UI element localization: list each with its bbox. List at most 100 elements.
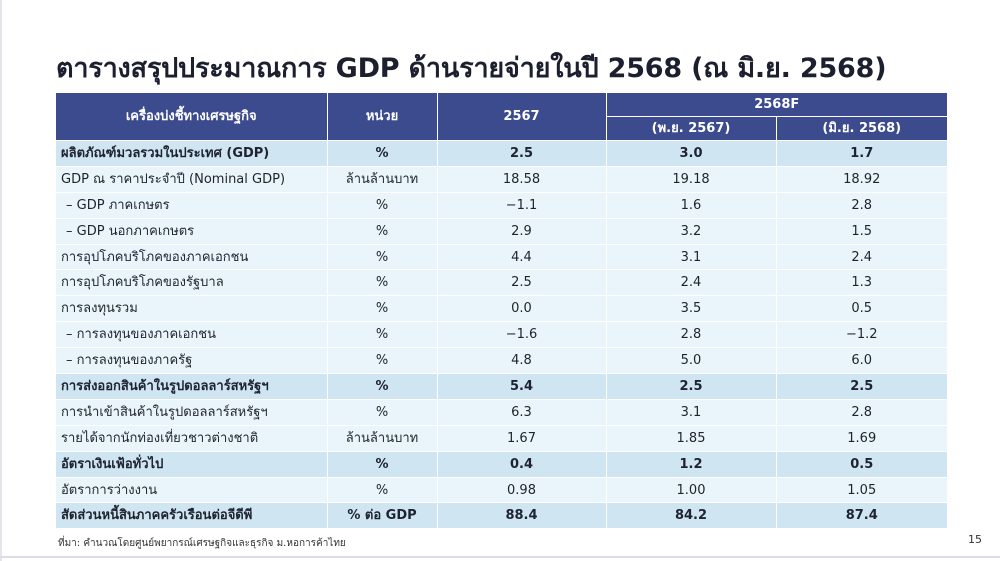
row-value-2567: 88.4 [437,502,607,530]
table-row: – GDP นอกภาคเกษตร% 2.9 3.2 1.5 [56,218,947,245]
row-label: การอุปโภคบริโภคของภาคเอกชน [56,244,328,271]
row-value-forecast-jun: 2.4 [776,244,947,271]
row-value-forecast-nov: 2.4 [606,269,777,297]
row-value-forecast-nov: 1.6 [606,192,777,219]
row-unit: % [327,347,438,375]
row-value-forecast-jun: 1.3 [776,269,947,297]
header-2568f: 2568F [606,93,947,117]
row-value-forecast-jun: 1.5 [776,218,947,245]
row-label: – GDP นอกภาคเกษตร [56,218,328,245]
row-value-forecast-jun: 2.8 [776,192,947,219]
row-value-forecast-jun: 1.7 [776,140,947,167]
row-value-2567: −1.1 [437,192,607,219]
row-label: การนำเข้าสินค้าในรูปดอลลาร์สหรัฐฯ [56,399,328,426]
row-value-forecast-nov: 3.0 [606,140,777,167]
row-value-forecast-nov: 5.0 [606,347,777,375]
row-label: ผลิตภัณฑ์มวลรวมในประเทศ (GDP) [56,140,328,167]
table-row: อัตราการว่างงาน% 0.98 1.00 1.05 [56,477,947,504]
row-value-2567: 18.58 [437,166,607,193]
row-label: การลงทุนรวม [56,295,328,323]
row-unit: ล้านล้านบาท [327,166,438,193]
header-forecast-nov-2567: (พ.ย. 2567) [606,116,777,141]
table-row: การลงทุนรวม% 0.0 3.5 0.5 [56,295,947,323]
row-value-forecast-jun: 1.69 [776,425,947,452]
row-label: อัตราเงินเฟ้อทั่วไป [56,451,328,478]
row-value-2567: 5.4 [437,373,607,400]
row-unit: % [327,373,438,400]
row-label: GDP ณ ราคาประจำปี (Nominal GDP) [56,166,328,193]
row-label: การอุปโภคบริโภคของรัฐบาล [56,269,328,297]
row-value-forecast-nov: 3.1 [606,244,777,271]
row-unit: % [327,451,438,478]
table-row: อัตราเงินเฟ้อทั่วไป% 0.4 1.2 0.5 [56,451,947,478]
row-value-2567: −1.6 [437,321,607,349]
row-value-2567: 0.4 [437,451,607,478]
page-title: ตารางสรุปประมาณการ GDP ด้านรายจ่ายในปี 2… [56,53,887,84]
row-value-2567: 4.8 [437,347,607,375]
row-value-forecast-jun: 87.4 [776,502,947,530]
row-value-forecast-jun: 2.8 [776,399,947,426]
table-row: การนำเข้าสินค้าในรูปดอลลาร์สหรัฐฯ% 6.3 3.1… [56,399,947,426]
table-row: GDP ณ ราคาประจำปี (Nominal GDP) ล้านล้านบ… [56,166,947,193]
row-unit: % [327,321,438,349]
row-unit: % [327,192,438,219]
row-value-2567: 2.9 [437,218,607,245]
row-label: – การลงทุนของภาครัฐ [56,347,328,375]
row-value-forecast-jun: 1.05 [776,477,947,504]
table-row: ผลิตภัณฑ์มวลรวมในประเทศ (GDP)% 2.5 3.0 1.7 [56,140,947,167]
row-value-forecast-nov: 3.2 [606,218,777,245]
row-value-forecast-nov: 19.18 [606,166,777,193]
row-value-2567: 2.5 [437,269,607,297]
table-row: การส่งออกสินค้าในรูปดอลลาร์สหรัฐฯ% 5.4 2.5… [56,373,947,400]
row-unit: % [327,269,438,297]
table-row: – การลงทุนของภาครัฐ% 4.8 5.0 6.0 [56,347,947,375]
row-label: – GDP ภาคเกษตร [56,192,328,219]
row-unit: % [327,244,438,271]
row-value-forecast-jun: 6.0 [776,347,947,375]
row-value-forecast-nov: 1.00 [606,477,777,504]
table-row: การอุปโภคบริโภคของรัฐบาล% 2.5 2.4 1.3 [56,269,947,297]
row-label: รายได้จากนักท่องเที่ยวชาวต่างชาติ [56,425,328,452]
row-value-2567: 2.5 [437,140,607,167]
row-value-forecast-nov: 84.2 [606,502,777,530]
row-unit: % [327,295,438,323]
row-unit: % [327,218,438,245]
row-value-2567: 4.4 [437,244,607,271]
row-value-2567: 0.0 [437,295,607,323]
header-2567: 2567 [437,93,607,141]
row-label: การส่งออกสินค้าในรูปดอลลาร์สหรัฐฯ [56,373,328,400]
row-value-2567: 0.98 [437,477,607,504]
footer-divider [0,556,1000,558]
row-value-forecast-nov: 1.2 [606,451,777,478]
row-unit: % [327,477,438,504]
row-unit: % [327,399,438,426]
row-value-forecast-jun: −1.2 [776,321,947,349]
row-value-forecast-nov: 3.1 [606,399,777,426]
row-unit: % [327,140,438,167]
row-value-forecast-nov: 2.8 [606,321,777,349]
gdp-forecast-table: เครื่องบ่งชี้ทางเศรษฐกิจ หน่วย 2567 2568… [56,93,947,530]
header-unit: หน่วย [327,93,438,141]
row-unit: % ต่อ GDP [327,502,438,530]
row-value-2567: 1.67 [437,425,607,452]
row-value-2567: 6.3 [437,399,607,426]
slide-left-edge [0,0,2,561]
row-unit: ล้านล้านบาท [327,425,438,452]
source-note: ที่มา: คำนวณโดยศูนย์พยากรณ์เศรษฐกิจและธุ… [58,538,346,549]
header-indicator: เครื่องบ่งชี้ทางเศรษฐกิจ [56,93,328,141]
table-row: – การลงทุนของภาคเอกชน% −1.6 2.8 −1.2 [56,321,947,349]
row-value-forecast-jun: 0.5 [776,451,947,478]
row-value-forecast-jun: 18.92 [776,166,947,193]
table-row: – GDP ภาคเกษตร% −1.1 1.6 2.8 [56,192,947,219]
row-value-forecast-nov: 1.85 [606,425,777,452]
row-label: สัดส่วนหนี้สินภาคครัวเรือนต่อจีดีพี [56,502,328,530]
row-label: อัตราการว่างงาน [56,477,328,504]
page-number: 15 [968,533,982,546]
header-forecast-jun-2568: (มิ.ย. 2568) [776,116,947,141]
row-value-forecast-jun: 0.5 [776,295,947,323]
table-row: สัดส่วนหนี้สินภาคครัวเรือนต่อจีดีพี% ต่อ… [56,502,947,530]
row-label: – การลงทุนของภาคเอกชน [56,321,328,349]
row-value-forecast-jun: 2.5 [776,373,947,400]
row-value-forecast-nov: 2.5 [606,373,777,400]
table-row: การอุปโภคบริโภคของภาคเอกชน% 4.4 3.1 2.4 [56,244,947,271]
